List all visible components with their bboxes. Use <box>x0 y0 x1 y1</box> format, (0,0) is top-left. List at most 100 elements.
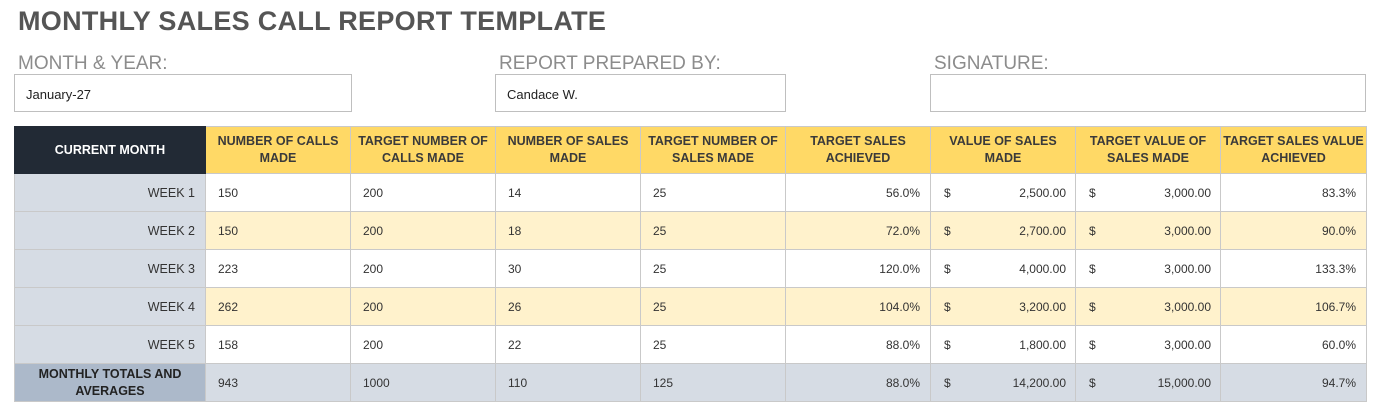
sales-achieved-cell: 104.0% <box>785 287 931 326</box>
currency-symbol: $ <box>944 261 951 276</box>
totals-row: MONTHLY TOTALS AND AVERAGES 943 1000 110… <box>14 363 1367 402</box>
target-sales-cell[interactable]: 25 <box>640 249 786 288</box>
value-of-sales-cell[interactable]: $1,800.00 <box>930 325 1076 364</box>
sales-made-cell[interactable]: 26 <box>495 287 641 326</box>
week-label: WEEK 4 <box>14 287 206 326</box>
sales-achieved-cell: 56.0% <box>785 173 931 212</box>
target-value-cell[interactable]: $3,000.00 <box>1075 173 1221 212</box>
month-year-field[interactable]: January-27 <box>14 74 352 112</box>
header-row: CURRENT MONTH NUMBER OF CALLS MADE TARGE… <box>14 126 1367 174</box>
report-title: MONTHLY SALES CALL REPORT TEMPLATE <box>18 6 607 36</box>
table-row: WEEK 3 223 200 30 25 120.0% $4,000.00 $3… <box>14 249 1367 288</box>
amount: 4,000.00 <box>1019 261 1066 276</box>
calls-made-cell[interactable]: 150 <box>205 211 351 250</box>
target-calls-cell[interactable]: 200 <box>350 249 496 288</box>
calls-made-cell[interactable]: 262 <box>205 287 351 326</box>
sales-made-cell[interactable]: 18 <box>495 211 641 250</box>
header-value-achieved: TARGET SALES VALUE ACHIEVED <box>1220 126 1367 174</box>
sales-achieved-cell: 120.0% <box>785 249 931 288</box>
total-target-value-cell: $15,000.00 <box>1075 363 1221 402</box>
month-year-label: MONTH & YEAR: <box>18 53 168 74</box>
target-calls-cell[interactable]: 200 <box>350 287 496 326</box>
sales-made-cell[interactable]: 14 <box>495 173 641 212</box>
target-sales-cell[interactable]: 25 <box>640 287 786 326</box>
currency-symbol: $ <box>944 375 951 390</box>
sales-achieved-cell: 72.0% <box>785 211 931 250</box>
total-target-sales-cell: 125 <box>640 363 786 402</box>
calls-made-cell[interactable]: 223 <box>205 249 351 288</box>
calls-made-cell[interactable]: 150 <box>205 173 351 212</box>
target-calls-cell[interactable]: 200 <box>350 211 496 250</box>
value-of-sales-cell[interactable]: $4,000.00 <box>930 249 1076 288</box>
currency-symbol: $ <box>944 299 951 314</box>
amount: 3,000.00 <box>1164 337 1211 352</box>
total-sales-cell: 110 <box>495 363 641 402</box>
target-value-cell[interactable]: $3,000.00 <box>1075 287 1221 326</box>
currency-symbol: $ <box>1089 375 1096 390</box>
sales-call-table: CURRENT MONTH NUMBER OF CALLS MADE TARGE… <box>14 126 1367 402</box>
currency-symbol: $ <box>1089 185 1096 200</box>
total-value-achieved-cell: 94.7% <box>1220 363 1367 402</box>
total-sales-achieved-cell: 88.0% <box>785 363 931 402</box>
amount: 15,000.00 <box>1157 375 1211 390</box>
target-sales-cell[interactable]: 25 <box>640 211 786 250</box>
header-target-sales: TARGET NUMBER OF SALES MADE <box>640 126 786 174</box>
table-row: WEEK 5 158 200 22 25 88.0% $1,800.00 $3,… <box>14 325 1367 364</box>
amount: 1,800.00 <box>1019 337 1066 352</box>
prepared-by-label: REPORT PREPARED BY: <box>499 53 721 74</box>
week-label: WEEK 2 <box>14 211 206 250</box>
target-sales-cell[interactable]: 25 <box>640 325 786 364</box>
table-row: WEEK 1 150 200 14 25 56.0% $2,500.00 $3,… <box>14 173 1367 212</box>
header-calls-made: NUMBER OF CALLS MADE <box>205 126 351 174</box>
sales-made-cell[interactable]: 22 <box>495 325 641 364</box>
target-calls-cell[interactable]: 200 <box>350 325 496 364</box>
amount: 14,200.00 <box>1012 375 1066 390</box>
total-calls-cell: 943 <box>205 363 351 402</box>
amount: 2,700.00 <box>1019 223 1066 238</box>
sales-made-cell[interactable]: 30 <box>495 249 641 288</box>
week-label: WEEK 3 <box>14 249 206 288</box>
value-achieved-cell: 133.3% <box>1220 249 1367 288</box>
signature-field[interactable] <box>930 74 1366 112</box>
sales-achieved-cell: 88.0% <box>785 325 931 364</box>
header-current-month: CURRENT MONTH <box>14 126 206 174</box>
currency-symbol: $ <box>1089 299 1096 314</box>
currency-symbol: $ <box>1089 337 1096 352</box>
value-achieved-cell: 83.3% <box>1220 173 1367 212</box>
currency-symbol: $ <box>944 223 951 238</box>
value-of-sales-cell[interactable]: $2,500.00 <box>930 173 1076 212</box>
amount: 3,000.00 <box>1164 223 1211 238</box>
value-of-sales-cell[interactable]: $3,200.00 <box>930 287 1076 326</box>
amount: 3,000.00 <box>1164 185 1211 200</box>
table-row: WEEK 4 262 200 26 25 104.0% $3,200.00 $3… <box>14 287 1367 326</box>
target-value-cell[interactable]: $3,000.00 <box>1075 249 1221 288</box>
amount: 2,500.00 <box>1019 185 1066 200</box>
target-value-cell[interactable]: $3,000.00 <box>1075 325 1221 364</box>
currency-symbol: $ <box>1089 223 1096 238</box>
value-achieved-cell: 106.7% <box>1220 287 1367 326</box>
currency-symbol: $ <box>944 185 951 200</box>
target-calls-cell[interactable]: 200 <box>350 173 496 212</box>
amount: 3,000.00 <box>1164 299 1211 314</box>
currency-symbol: $ <box>1089 261 1096 276</box>
value-of-sales-cell[interactable]: $2,700.00 <box>930 211 1076 250</box>
amount: 3,000.00 <box>1164 261 1211 276</box>
total-target-calls-cell: 1000 <box>350 363 496 402</box>
table-row: WEEK 2 150 200 18 25 72.0% $2,700.00 $3,… <box>14 211 1367 250</box>
value-achieved-cell: 60.0% <box>1220 325 1367 364</box>
totals-label: MONTHLY TOTALS AND AVERAGES <box>14 363 206 402</box>
header-target-calls: TARGET NUMBER OF CALLS MADE <box>350 126 496 174</box>
header-sales-made: NUMBER OF SALES MADE <box>495 126 641 174</box>
value-achieved-cell: 90.0% <box>1220 211 1367 250</box>
calls-made-cell[interactable]: 158 <box>205 325 351 364</box>
amount: 3,200.00 <box>1019 299 1066 314</box>
currency-symbol: $ <box>944 337 951 352</box>
total-value-cell: $14,200.00 <box>930 363 1076 402</box>
week-label: WEEK 5 <box>14 325 206 364</box>
week-label: WEEK 1 <box>14 173 206 212</box>
prepared-by-field[interactable]: Candace W. <box>495 74 786 112</box>
header-value-of-sales: VALUE OF SALES MADE <box>930 126 1076 174</box>
target-sales-cell[interactable]: 25 <box>640 173 786 212</box>
header-sales-achieved: TARGET SALES ACHIEVED <box>785 126 931 174</box>
target-value-cell[interactable]: $3,000.00 <box>1075 211 1221 250</box>
